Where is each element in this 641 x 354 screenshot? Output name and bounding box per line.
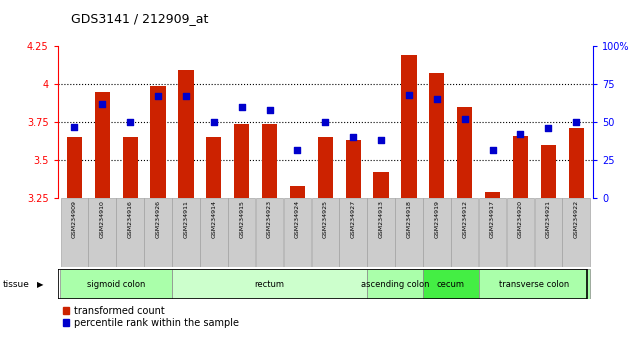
- Text: ▶: ▶: [37, 280, 44, 289]
- Point: [97, 101, 108, 107]
- FancyBboxPatch shape: [172, 269, 367, 299]
- Point: [515, 131, 526, 137]
- Text: rectum: rectum: [254, 280, 285, 289]
- Text: tissue: tissue: [3, 280, 30, 289]
- Point: [181, 93, 191, 99]
- Bar: [178, 70, 194, 198]
- Text: GSM234911: GSM234911: [183, 200, 188, 238]
- Text: GSM234923: GSM234923: [267, 200, 272, 239]
- Bar: [234, 124, 249, 198]
- FancyBboxPatch shape: [172, 198, 200, 267]
- FancyBboxPatch shape: [506, 198, 534, 267]
- Bar: [513, 136, 528, 198]
- FancyBboxPatch shape: [562, 198, 590, 267]
- FancyBboxPatch shape: [535, 198, 562, 267]
- Point: [571, 119, 581, 125]
- Text: GSM234919: GSM234919: [435, 200, 439, 238]
- FancyBboxPatch shape: [423, 269, 479, 299]
- Bar: [485, 192, 500, 198]
- Bar: [151, 86, 166, 198]
- Text: transverse colon: transverse colon: [499, 280, 569, 289]
- Text: GSM234922: GSM234922: [574, 200, 579, 239]
- Bar: [345, 141, 361, 198]
- Point: [431, 96, 442, 102]
- FancyBboxPatch shape: [200, 198, 228, 267]
- Text: GSM234925: GSM234925: [323, 200, 328, 238]
- Text: GSM234918: GSM234918: [406, 200, 412, 238]
- Bar: [67, 137, 82, 198]
- Bar: [122, 137, 138, 198]
- FancyBboxPatch shape: [117, 198, 144, 267]
- Text: GSM234912: GSM234912: [462, 200, 467, 238]
- FancyBboxPatch shape: [367, 198, 395, 267]
- Text: GSM234926: GSM234926: [156, 200, 160, 238]
- Bar: [457, 107, 472, 198]
- Text: sigmoid colon: sigmoid colon: [87, 280, 146, 289]
- FancyBboxPatch shape: [367, 269, 423, 299]
- Bar: [95, 92, 110, 198]
- Text: ascending colon: ascending colon: [361, 280, 429, 289]
- Text: GSM234914: GSM234914: [212, 200, 216, 238]
- Bar: [374, 172, 388, 198]
- Point: [69, 124, 79, 130]
- Bar: [569, 128, 584, 198]
- Text: GSM234927: GSM234927: [351, 200, 356, 239]
- FancyBboxPatch shape: [144, 198, 172, 267]
- Point: [404, 92, 414, 98]
- Point: [153, 93, 163, 99]
- Text: GSM234909: GSM234909: [72, 200, 77, 238]
- Point: [460, 116, 470, 122]
- Point: [487, 147, 497, 152]
- Point: [125, 119, 135, 125]
- Legend: transformed count, percentile rank within the sample: transformed count, percentile rank withi…: [63, 306, 239, 328]
- FancyBboxPatch shape: [283, 198, 312, 267]
- Bar: [318, 137, 333, 198]
- FancyBboxPatch shape: [60, 269, 172, 299]
- FancyBboxPatch shape: [61, 198, 88, 267]
- Point: [265, 107, 275, 113]
- FancyBboxPatch shape: [479, 198, 506, 267]
- Bar: [540, 145, 556, 198]
- Text: GSM234915: GSM234915: [239, 200, 244, 238]
- Text: GSM234910: GSM234910: [100, 200, 104, 238]
- Bar: [206, 137, 222, 198]
- Point: [209, 119, 219, 125]
- FancyBboxPatch shape: [423, 198, 451, 267]
- Point: [237, 104, 247, 110]
- Point: [543, 125, 553, 131]
- Text: GSM234913: GSM234913: [379, 200, 383, 238]
- FancyBboxPatch shape: [451, 198, 478, 267]
- Text: cecum: cecum: [437, 280, 465, 289]
- Text: GSM234920: GSM234920: [518, 200, 523, 238]
- Bar: [401, 55, 417, 198]
- Text: GSM234916: GSM234916: [128, 200, 133, 238]
- Bar: [290, 186, 305, 198]
- Bar: [262, 124, 277, 198]
- Text: GDS3141 / 212909_at: GDS3141 / 212909_at: [71, 12, 208, 25]
- Text: GSM234917: GSM234917: [490, 200, 495, 238]
- FancyBboxPatch shape: [228, 198, 256, 267]
- FancyBboxPatch shape: [395, 198, 422, 267]
- Point: [348, 135, 358, 140]
- FancyBboxPatch shape: [479, 269, 590, 299]
- Point: [320, 119, 331, 125]
- Text: GSM234921: GSM234921: [546, 200, 551, 238]
- Bar: [429, 73, 444, 198]
- FancyBboxPatch shape: [88, 198, 116, 267]
- FancyBboxPatch shape: [256, 198, 283, 267]
- Text: GSM234924: GSM234924: [295, 200, 300, 239]
- Point: [376, 138, 386, 143]
- FancyBboxPatch shape: [339, 198, 367, 267]
- FancyBboxPatch shape: [312, 198, 339, 267]
- Point: [292, 147, 303, 152]
